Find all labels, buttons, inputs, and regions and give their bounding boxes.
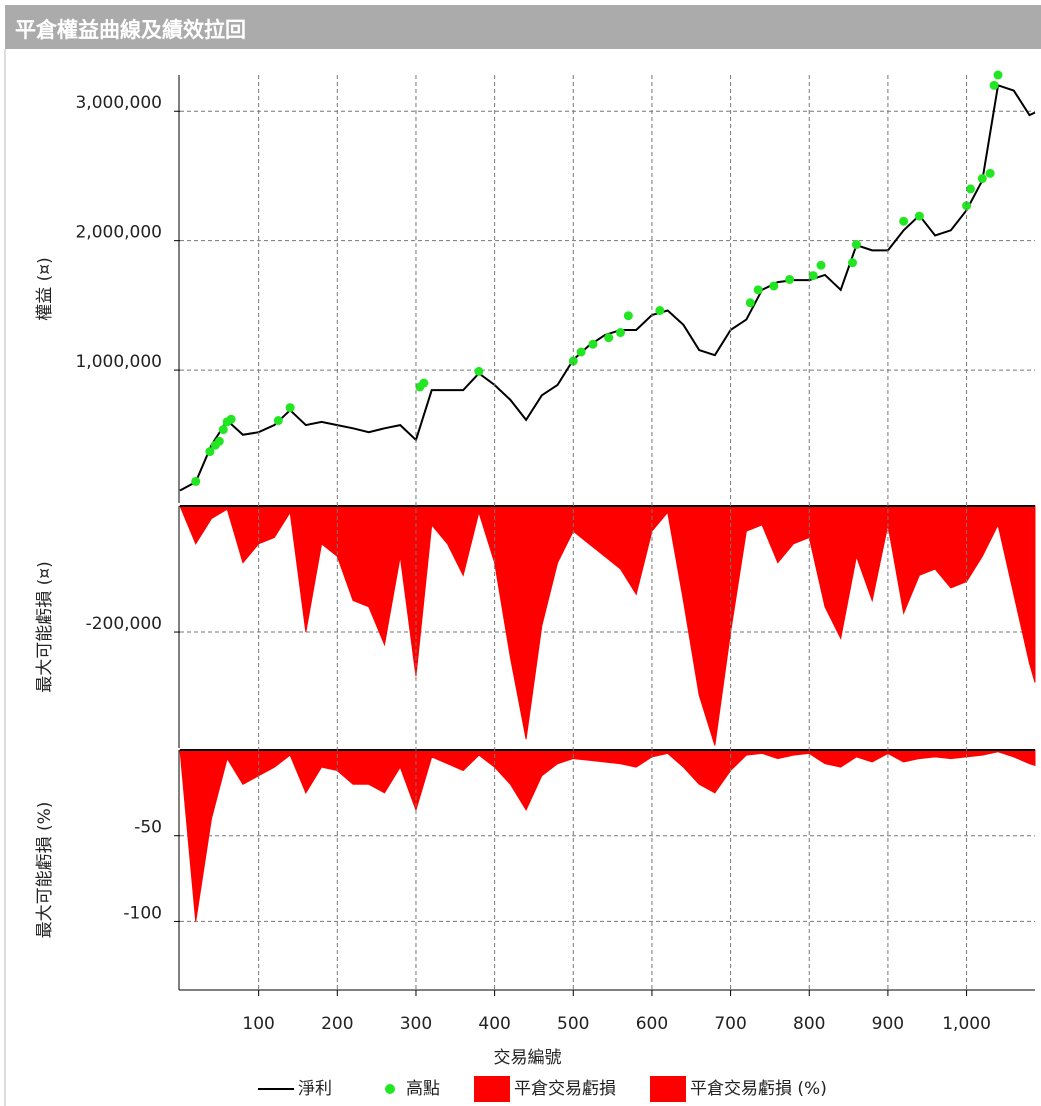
high-point <box>914 211 924 221</box>
high-point <box>191 476 201 486</box>
x-tick-label: 200 <box>321 1014 353 1034</box>
x-tick-label: 800 <box>793 1014 825 1034</box>
y-tick-label: -100 <box>123 903 162 923</box>
high-point <box>205 447 215 457</box>
x-tick-label: 700 <box>714 1014 746 1034</box>
legend-label: 平倉交易虧損 <box>514 1079 616 1099</box>
x-tick-label: 900 <box>872 1014 904 1034</box>
high-point <box>474 366 484 376</box>
high-point <box>785 274 795 284</box>
x-tick-label: 300 <box>400 1014 432 1034</box>
high-point <box>419 378 429 388</box>
high-point <box>218 425 228 435</box>
x-tick-label: 500 <box>557 1014 589 1034</box>
y-axis-label: 最大可能虧損 (¤) <box>35 561 55 692</box>
high-point <box>993 70 1003 80</box>
high-point <box>985 168 995 178</box>
equity-line <box>179 84 1036 492</box>
high-point <box>745 298 755 308</box>
high-point <box>623 311 633 321</box>
high-point <box>769 281 779 291</box>
x-tick-label: 100 <box>242 1014 274 1034</box>
legend-swatch <box>474 1076 510 1102</box>
high-point <box>753 285 763 295</box>
high-point <box>214 436 224 446</box>
legend-label: 高點 <box>406 1079 440 1099</box>
legend-label: 平倉交易虧損 (%) <box>690 1079 827 1099</box>
high-point <box>226 414 236 424</box>
y-axis-label: 權益 (¤) <box>35 257 55 320</box>
high-point <box>588 339 598 349</box>
title-bar: 平倉權益曲線及績效拉回 <box>5 5 1041 49</box>
y-tick-label: 2,000,000 <box>75 223 162 243</box>
high-point <box>962 201 972 211</box>
high-point <box>989 80 999 90</box>
high-point <box>576 347 586 357</box>
high-point <box>899 216 909 226</box>
high-point <box>604 333 614 343</box>
chart-title: 平倉權益曲線及績效拉回 <box>15 18 246 42</box>
high-point <box>655 306 665 316</box>
high-point <box>285 403 295 413</box>
legend-swatch <box>385 1084 395 1094</box>
y-tick-label: -50 <box>134 818 162 838</box>
high-point <box>977 174 987 184</box>
high-point <box>615 328 625 338</box>
y-tick-label: 3,000,000 <box>75 93 162 113</box>
drawdown-area <box>179 749 1036 922</box>
x-axis-label: 交易編號 <box>494 1048 562 1068</box>
high-point <box>848 258 858 268</box>
legend-label: 淨利 <box>298 1079 332 1099</box>
y-tick-label: 1,000,000 <box>75 352 162 372</box>
high-point <box>816 260 826 270</box>
drawdown-area <box>179 505 1036 746</box>
y-axis-label: 最大可能虧損 (%) <box>35 802 55 939</box>
high-point <box>851 240 861 250</box>
high-point <box>808 271 818 281</box>
high-point <box>568 356 578 366</box>
x-tick-label: 400 <box>478 1014 510 1034</box>
legend-swatch <box>650 1076 686 1102</box>
y-tick-label: -200,000 <box>86 614 162 634</box>
high-point <box>273 416 283 426</box>
x-tick-label: 1,000 <box>942 1014 991 1034</box>
x-tick-label: 600 <box>636 1014 668 1034</box>
high-point <box>966 184 976 194</box>
